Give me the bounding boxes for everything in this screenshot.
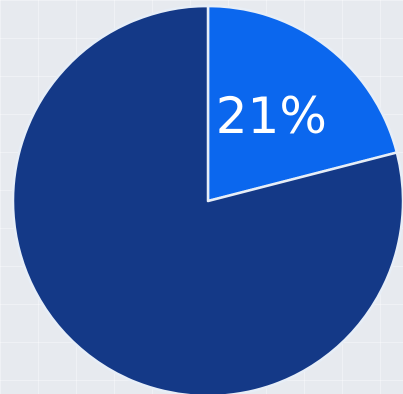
pie-labels: 21% xyxy=(216,87,327,145)
pie-slices xyxy=(11,4,403,394)
pie-slice-1 xyxy=(11,4,403,394)
pie-slice-label-0: 21% xyxy=(216,87,327,145)
pie-slice-0 xyxy=(206,4,399,203)
